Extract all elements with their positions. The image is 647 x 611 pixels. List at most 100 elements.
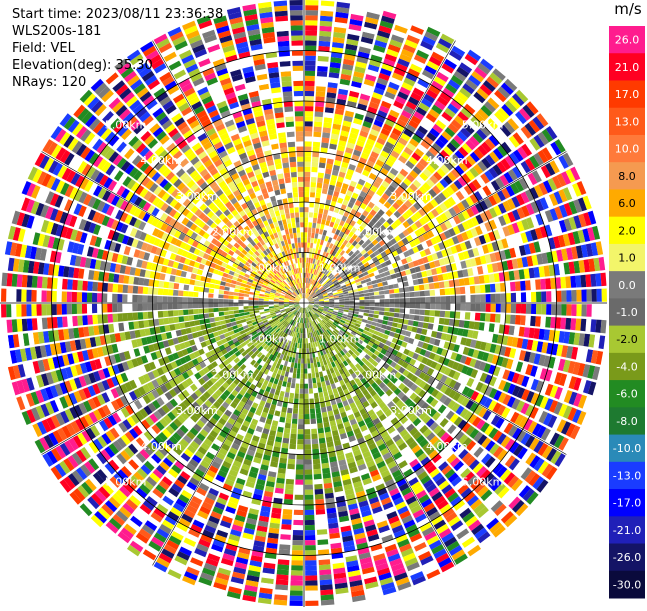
velocity-gate: [96, 346, 104, 357]
velocity-gate: [316, 335, 321, 341]
velocity-gate: [304, 449, 312, 455]
velocity-gate: [300, 333, 303, 339]
velocity-gate: [362, 400, 370, 408]
velocity-gate: [377, 567, 391, 576]
velocity-gate: [467, 413, 478, 424]
velocity-gate: [541, 445, 553, 459]
velocity-gate: [529, 455, 541, 469]
velocity-gate: [353, 336, 359, 342]
velocity-gate: [78, 389, 87, 401]
velocity-gate: [327, 237, 333, 243]
velocity-gate: [285, 309, 291, 313]
velocity-gate: [479, 313, 486, 322]
velocity-gate: [236, 393, 244, 401]
velocity-gate: [143, 345, 151, 354]
velocity-gate: [252, 435, 260, 443]
velocity-gate: [321, 457, 329, 464]
velocity-gate: [315, 499, 325, 505]
velocity-gate: [181, 389, 190, 398]
velocity-gate: [373, 510, 385, 519]
velocity-gate: [67, 473, 80, 487]
velocity-gate: [213, 303, 219, 308]
velocity-gate: [382, 10, 397, 20]
velocity-gate: [243, 293, 250, 297]
velocity-gate: [328, 77, 339, 84]
velocity-gate: [371, 353, 378, 360]
velocity-gate: [149, 472, 161, 483]
velocity-gate: [472, 247, 480, 257]
velocity-gate: [305, 590, 319, 596]
velocity-gate: [335, 11, 349, 19]
velocity-gate: [60, 410, 70, 424]
velocity-gate: [275, 373, 281, 380]
velocity-gate: [458, 320, 465, 328]
velocity-gate: [235, 433, 244, 442]
velocity-gate: [470, 478, 482, 490]
velocity-gate: [563, 331, 571, 344]
velocity-gate: [296, 332, 300, 338]
velocity-gate: [395, 534, 408, 543]
velocity-gate: [87, 385, 96, 397]
velocity-gate: [163, 544, 177, 555]
velocity-gate: [520, 303, 527, 314]
velocity-gate: [379, 299, 385, 303]
velocity-gate: [208, 487, 219, 497]
velocity-gate: [357, 420, 366, 428]
velocity-gate: [304, 434, 311, 440]
velocity-gate: [434, 363, 443, 372]
velocity-gate: [170, 361, 178, 369]
velocity-gate: [541, 342, 549, 354]
velocity-gate: [230, 318, 236, 323]
velocity-gate: [368, 310, 375, 314]
velocity-gate: [516, 257, 524, 269]
velocity-gate: [429, 261, 436, 269]
velocity-gate: [353, 427, 361, 435]
velocity-gate: [158, 280, 165, 288]
velocity-gate: [221, 401, 230, 409]
velocity-gate: [341, 315, 348, 320]
velocity-gate: [158, 552, 173, 564]
velocity-gate: [284, 360, 289, 367]
velocity-gate: [284, 307, 290, 311]
velocity-gate: [301, 343, 304, 349]
velocity-gate: [344, 300, 350, 303]
velocity-gate: [183, 315, 190, 322]
velocity-gate: [326, 247, 332, 254]
velocity-gate: [333, 366, 339, 373]
velocity-gate: [472, 462, 484, 474]
velocity-gate: [310, 291, 315, 296]
velocity-gate: [344, 488, 355, 496]
velocity-gate: [330, 399, 337, 406]
velocity-rays: [1, 0, 607, 606]
velocity-gate: [258, 307, 265, 310]
velocity-gate: [512, 132, 524, 145]
velocity-gate: [318, 564, 331, 571]
velocity-gate: [304, 257, 307, 263]
velocity-gate: [428, 283, 435, 290]
velocity-gate: [318, 432, 325, 439]
velocity-gate: [583, 380, 592, 394]
velocity-gate: [267, 532, 279, 539]
velocity-gate: [320, 314, 326, 318]
velocity-gate: [479, 223, 488, 234]
velocity-gate: [309, 398, 315, 404]
velocity-gate: [313, 212, 318, 219]
velocity-gate: [308, 299, 314, 302]
velocity-gate: [382, 434, 392, 443]
velocity-gate: [316, 417, 323, 424]
velocity-gate: [147, 392, 156, 402]
velocity-gate: [306, 272, 309, 278]
velocity-gate: [347, 315, 353, 319]
velocity-gate: [291, 550, 303, 556]
velocity-gate: [382, 344, 390, 351]
velocity-gate: [273, 300, 279, 302]
velocity-gate: [266, 315, 272, 320]
velocity-gate: [349, 341, 355, 347]
velocity-gate: [290, 307, 295, 310]
velocity-gate: [167, 354, 175, 362]
velocity-gate: [63, 476, 76, 490]
velocity-gate: [305, 307, 309, 313]
velocity-gate: [295, 352, 299, 359]
velocity-gate: [475, 202, 484, 213]
velocity-gate: [205, 451, 215, 460]
